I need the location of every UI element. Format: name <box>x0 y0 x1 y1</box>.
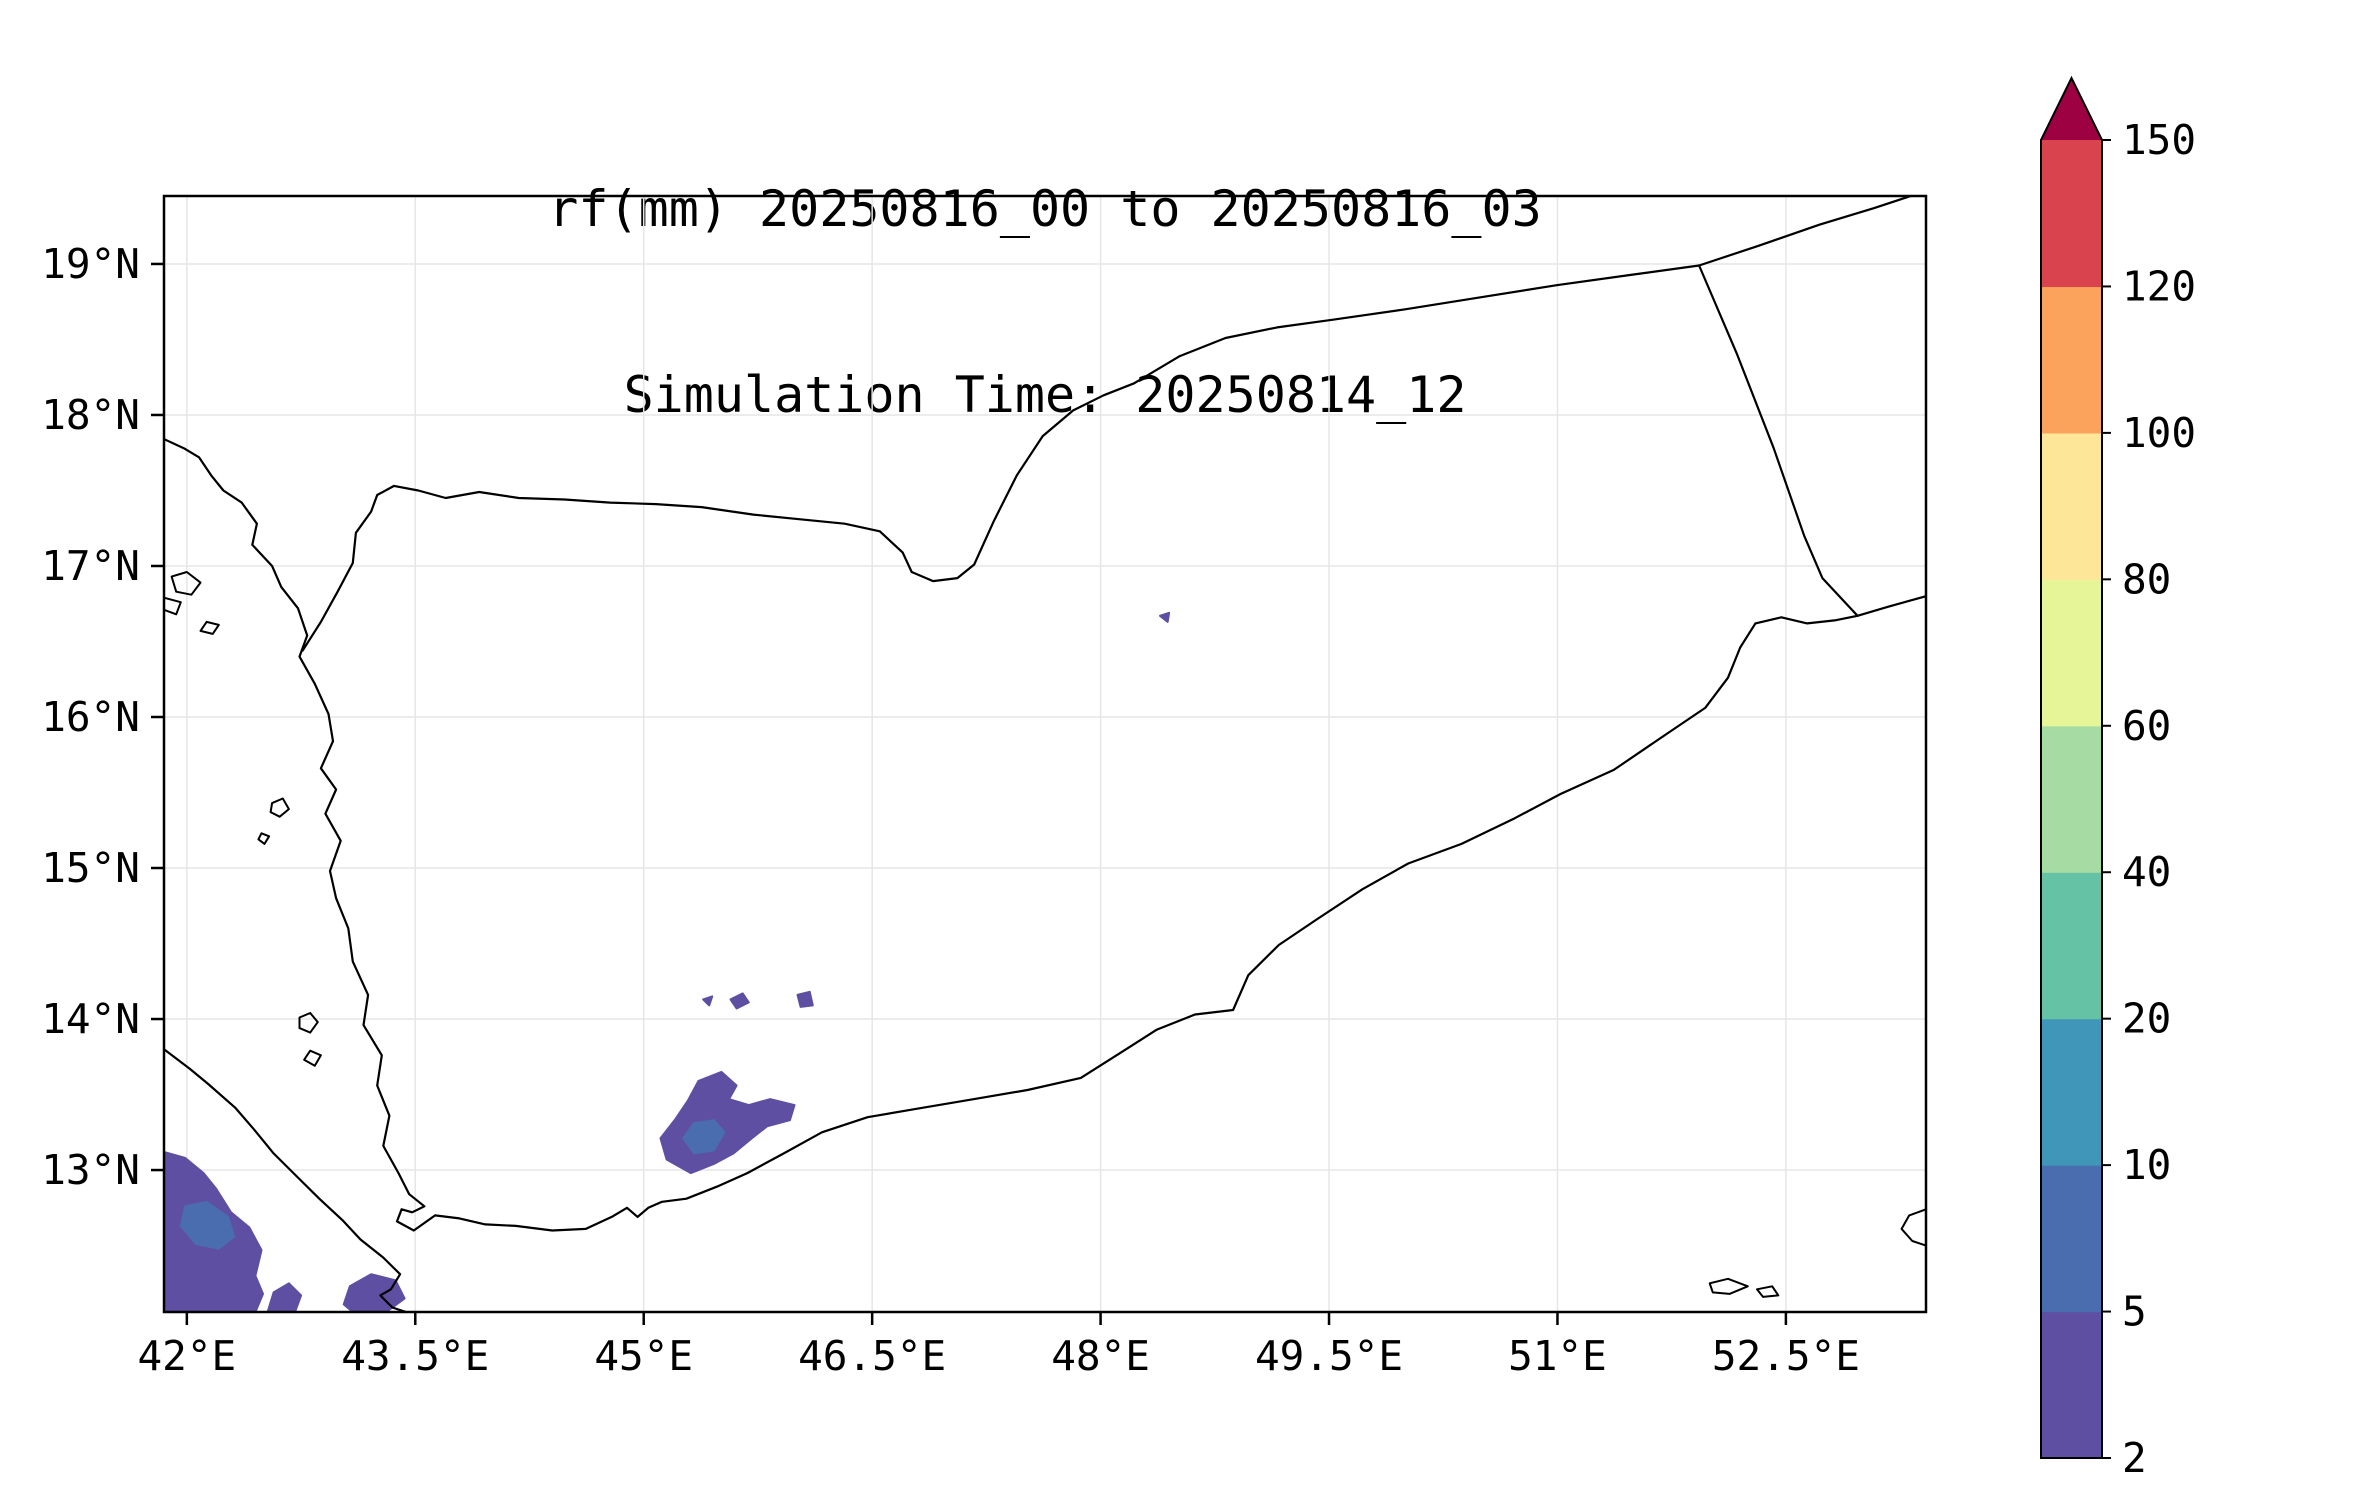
rainfall-area <box>682 1119 726 1155</box>
x-tick-label: 42°E <box>137 1332 236 1380</box>
rainfall-area <box>1159 611 1171 623</box>
colorbar: 2 5 10 20 40 60 80 100 120 150 <box>2040 75 2196 1482</box>
colorbar-segment <box>2041 286 2102 434</box>
x-tick-label: 51°E <box>1508 1332 1607 1380</box>
y-tick-label: 15°N <box>41 844 140 892</box>
x-tick-label: 49.5°E <box>1255 1332 1403 1380</box>
colorbar-over-arrow <box>2041 78 2102 140</box>
island-outline <box>269 797 290 818</box>
x-tick-label: 52.5°E <box>1712 1332 1860 1380</box>
colorbar-segment <box>2041 432 2102 580</box>
colorbar-tick-label: 60 <box>2122 702 2171 750</box>
x-tick-label: 45°E <box>594 1332 693 1380</box>
colorbar-segment <box>2041 140 2102 288</box>
coastlines-borders <box>164 196 1926 1312</box>
rainfall-area <box>266 1282 303 1312</box>
coastline <box>1698 264 1859 617</box>
rainfall-area <box>796 990 814 1008</box>
rainfall-area <box>702 995 714 1007</box>
island-outline <box>199 620 220 635</box>
island-outline <box>170 571 202 596</box>
plot-title-line1: rf(mm) 20250816_00 to 20250816_03 <box>548 180 1542 238</box>
island-outline <box>1708 1277 1749 1295</box>
colorbar-outline <box>2040 75 2103 1459</box>
island-outline <box>298 1012 319 1034</box>
colorbar-tick-label: 20 <box>2122 995 2171 1043</box>
island-outline <box>164 596 182 616</box>
colorbar-segment <box>2041 872 2102 1020</box>
island-outline <box>303 1049 322 1067</box>
x-tick-label: 43.5°E <box>341 1332 489 1380</box>
rainfall-area <box>729 992 750 1010</box>
colorbar-tick-label: 80 <box>2122 555 2171 603</box>
island-outline <box>257 832 271 845</box>
y-tick-label: 17°N <box>41 542 140 590</box>
colorbar-tick-label: 2 <box>2122 1434 2147 1482</box>
colorbar-segment <box>2041 1018 2102 1166</box>
island-outline <box>1900 1208 1926 1247</box>
coastline <box>164 1048 408 1312</box>
colorbar-tick-label: 5 <box>2122 1288 2147 1336</box>
colorbar-segment <box>2041 725 2102 873</box>
colorbar-tick-label: 10 <box>2122 1141 2171 1189</box>
island-outline <box>1756 1285 1780 1298</box>
colorbar-segment <box>2041 1311 2102 1459</box>
y-tick-label: 13°N <box>41 1146 140 1194</box>
y-tick-label: 14°N <box>41 995 140 1043</box>
y-axis: 13°N 14°N 15°N 16°N 17°N 18°N 19°N <box>41 240 164 1194</box>
y-tick-label: 18°N <box>41 391 140 439</box>
colorbar-segment <box>2041 579 2102 727</box>
map-area <box>164 196 1926 1312</box>
rainfall-area <box>179 1200 236 1250</box>
x-tick-label: 46.5°E <box>798 1332 946 1380</box>
x-tick-label: 48°E <box>1051 1332 1150 1380</box>
y-tick-label: 16°N <box>41 693 140 741</box>
coastline <box>164 438 1926 1232</box>
colorbar-tick-label: 120 <box>2122 262 2196 310</box>
rainfall-contours <box>164 611 1171 1312</box>
colorbar-segment <box>2041 1165 2102 1313</box>
y-tick-label: 19°N <box>41 240 140 288</box>
colorbar-tick-label: 150 <box>2122 116 2196 164</box>
coastline <box>1698 196 1912 267</box>
x-axis: 42°E 43.5°E 45°E 46.5°E 48°E 49.5°E 51°E 52.5°E <box>137 1312 1860 1380</box>
colorbar-tick-label: 100 <box>2122 409 2196 457</box>
coastline <box>301 264 1701 652</box>
gridlines <box>164 196 1926 1312</box>
colorbar-tick-label: 40 <box>2122 848 2171 896</box>
rainfall-area <box>342 1273 406 1312</box>
plot-frame <box>162 194 1928 1314</box>
